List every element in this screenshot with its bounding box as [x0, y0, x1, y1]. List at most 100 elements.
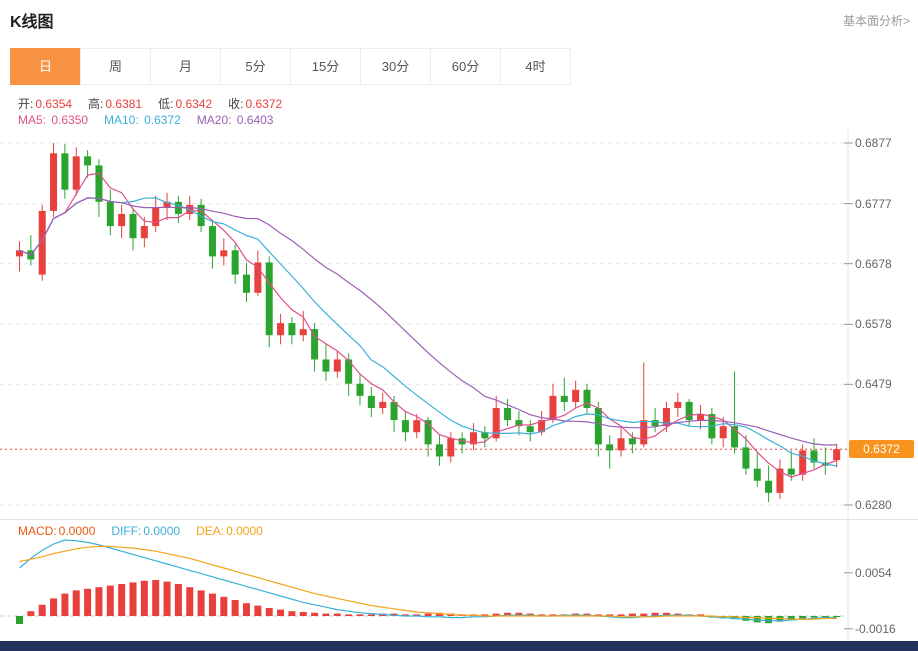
candle [333, 359, 341, 372]
macd-hist-bar [765, 616, 773, 624]
macd-hist-bar [367, 614, 375, 616]
period-tab-7[interactable]: 60分 [430, 48, 501, 85]
period-tab-1[interactable]: 日 [10, 48, 81, 85]
macd-hist-bar [742, 616, 750, 621]
y-axis-label: 0.6280 [855, 497, 892, 512]
period-tab-8[interactable]: 4时 [500, 48, 571, 85]
macd-hist-bar [16, 616, 23, 624]
ohlc-legend: 开: 0.6354 高: 0.6381 低: 0.6342 收: 0.6372 [18, 95, 282, 112]
candle [220, 250, 228, 257]
candle [470, 432, 477, 445]
candle [345, 359, 353, 384]
ohlc-item: 开: 0.6354 [18, 97, 73, 111]
macd-hist-bar [401, 614, 409, 616]
candle [140, 226, 148, 239]
candle [254, 262, 262, 293]
candle [458, 438, 466, 445]
macd-hist-bar [243, 603, 250, 616]
candle [129, 213, 137, 239]
ohlc-item: 低: 0.6342 [158, 97, 213, 111]
macd-hist-bar [231, 600, 239, 616]
y-axis-label: -0.0016 [855, 621, 896, 636]
macd-hist-bar [549, 614, 557, 616]
macd-hist-bar [821, 616, 829, 618]
macd-hist-bar [753, 616, 761, 623]
candle [401, 420, 409, 433]
macd-hist-bar [174, 584, 182, 616]
macd-hist-bar [152, 580, 160, 616]
candle [560, 395, 568, 402]
macd-hist-bar [186, 587, 194, 616]
candle [243, 274, 250, 293]
candle [787, 468, 795, 475]
ma-legend: MA5: 0.6350 MA10: 0.6372 MA20: 0.6403 [18, 113, 273, 127]
macd-hist-bar [50, 598, 58, 616]
candle [299, 329, 307, 336]
macd-hist-bar [118, 584, 126, 616]
ma5-line [19, 172, 837, 478]
macd-hist-bar [538, 614, 546, 616]
macd-hist-bar [787, 616, 795, 620]
candle [208, 226, 216, 257]
period-tab-6[interactable]: 30分 [360, 48, 431, 85]
ma-legend-item: MA10: 0.6372 [104, 113, 181, 127]
period-tab-4[interactable]: 5分 [220, 48, 291, 85]
macd-hist-bar [504, 612, 512, 616]
candle [288, 323, 296, 336]
period-tab-3[interactable]: 月 [150, 48, 221, 85]
candle [38, 210, 46, 275]
candle [753, 468, 761, 481]
candle [617, 438, 625, 451]
macd-hist-bar [208, 593, 216, 616]
candle [106, 201, 114, 227]
candle [583, 389, 591, 408]
candle [16, 250, 23, 257]
macd-hist-bar [299, 612, 307, 616]
macd-hist-bar [265, 608, 273, 616]
candle [481, 432, 489, 439]
candle [390, 401, 398, 421]
y-axis-label: 0.6479 [855, 377, 892, 392]
period-tab-5[interactable]: 15分 [290, 48, 361, 85]
candle [367, 395, 375, 408]
candle [447, 438, 455, 457]
macd-hist-bar [38, 604, 46, 616]
y-axis-label: 0.0054 [855, 565, 892, 580]
macd-hist-bar [833, 616, 841, 617]
macd-hist-bar [810, 616, 818, 618]
macd-hist-bar [492, 613, 500, 616]
candle [322, 359, 330, 372]
macd-hist-bar [140, 580, 148, 616]
macd-chart [0, 520, 853, 641]
current-price-tag: 0.6372 [849, 440, 914, 459]
candle [651, 420, 659, 427]
macd-hist-bar [288, 611, 296, 616]
macd-hist-bar [435, 612, 443, 616]
candle [742, 447, 750, 469]
macd-hist-bar [345, 614, 353, 616]
candle [50, 153, 58, 211]
candle [606, 444, 614, 451]
candle [833, 449, 841, 461]
period-tab-2[interactable]: 周 [80, 48, 151, 85]
candle [685, 401, 693, 421]
candle [674, 401, 682, 408]
y-axis-label: 0.6877 [855, 136, 892, 150]
candle [435, 444, 443, 457]
y-axis-label: 0.6777 [855, 196, 892, 211]
candle [719, 426, 727, 439]
macd-hist-bar [311, 612, 319, 616]
candle [765, 480, 773, 493]
candle [640, 420, 648, 445]
ma10-line [19, 197, 837, 467]
main-chart-canvas[interactable] [0, 130, 918, 519]
macd-hist-bar [640, 613, 648, 616]
candle [810, 450, 818, 463]
macd-chart-canvas[interactable] [0, 519, 918, 641]
candle [118, 213, 126, 227]
candle [628, 438, 636, 445]
macd-hist-bar [333, 613, 341, 616]
ma-legend-item: MA20: 0.6403 [196, 113, 274, 127]
fundamental-analysis-link[interactable]: 基本面分析> [842, 14, 910, 28]
